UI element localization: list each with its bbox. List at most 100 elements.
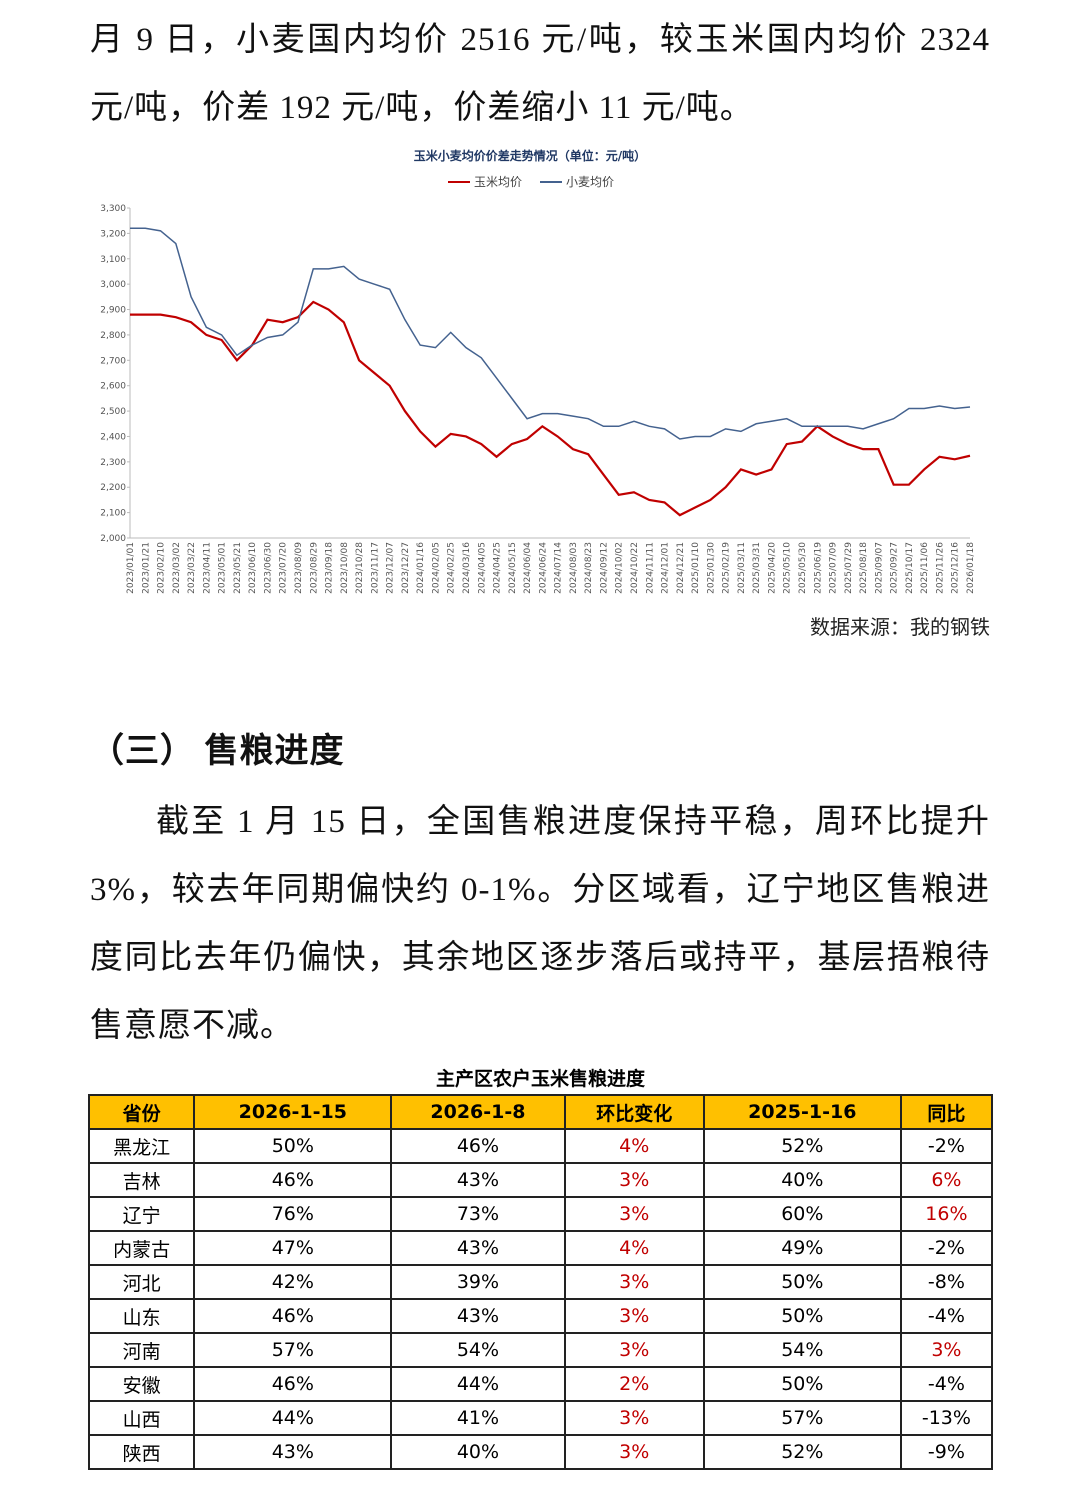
table-cell: -4% (899, 1298, 994, 1334)
table-cell: 43% (390, 1298, 566, 1334)
x-tick-label: 2025/02/19 (722, 542, 732, 594)
header-row: 省份 2026-1-15 2026-1-8 环比变化 2025-1-16 同比 (87, 1094, 994, 1130)
table-cell: 52% (702, 1128, 902, 1164)
x-tick-label: 2024/02/25 (447, 542, 457, 594)
table-cell: 3% (563, 1264, 705, 1300)
paragraph: 月 9 日，小麦国内均价 2516 元/吨，较玉米国内均价 2324 元/吨，价… (90, 22, 990, 126)
table-row: 内蒙古 47% 43% 4% 49% -2% (87, 1230, 994, 1266)
header-cell: 2025-1-16 (702, 1094, 902, 1130)
table-cell: 44% (390, 1366, 566, 1402)
y-tick-label: 2,300 (100, 458, 126, 468)
x-tick-label: 2023/10/28 (355, 542, 365, 594)
table-row: 河北 42% 39% 3% 50% -8% (87, 1264, 994, 1300)
table-cell: 3% (563, 1298, 705, 1334)
table-cell: -2% (899, 1128, 994, 1164)
table-cell: 76% (193, 1196, 393, 1232)
table: 省份 2026-1-15 2026-1-8 环比变化 2025-1-16 同比 黑龙江 50%… (87, 1094, 994, 1470)
table-cell: 43% (390, 1162, 566, 1198)
table-cell: 安徽 (87, 1366, 196, 1402)
x-tick-label: 2024/04/25 (493, 542, 503, 594)
table-cell: 河北 (87, 1264, 196, 1300)
y-tick-label: 2,100 (100, 509, 126, 519)
y-tick-label: 3,100 (100, 255, 126, 265)
x-tick-label: 2024/05/15 (508, 542, 518, 594)
x-tick-label: 2025/01/10 (691, 542, 701, 594)
x-tick-label: 2023/12/07 (386, 542, 396, 594)
header-cell: 2026-1-15 (193, 1094, 393, 1130)
table-row: 山西 44% 41% 3% 57% -13% (87, 1400, 994, 1436)
y-tick-label: 3,300 (100, 204, 126, 214)
table-cell: 50% (702, 1366, 902, 1402)
x-tick-label: 2025/11/06 (920, 542, 930, 594)
table-cell: 3% (563, 1162, 705, 1198)
x-tick-label: 2023/03/22 (187, 542, 197, 594)
x-tick-label: 2024/09/12 (599, 542, 609, 594)
header-cell: 2026-1-8 (390, 1094, 566, 1130)
table-cell: 3% (563, 1196, 705, 1232)
x-tick-label: 2023/09/18 (325, 542, 335, 594)
y-tick-label: 2,800 (100, 331, 126, 341)
table-cell: 47% (193, 1230, 393, 1266)
x-tick-label: 2023/02/10 (157, 542, 167, 594)
x-tick-label: 2024/03/16 (462, 542, 472, 594)
chart-title: 玉米小麦均价价差走势情况（单位：元/吨） (414, 148, 646, 163)
line-series (130, 300, 971, 517)
table-cell: 43% (390, 1230, 566, 1266)
x-tick-label: 2024/11/11 (645, 542, 655, 594)
x-tick-label: 2024/12/01 (661, 542, 671, 594)
table-row: 陕西 43% 40% 3% 52% -9% (87, 1434, 994, 1470)
table-row: 吉林 46% 43% 3% 40% 6% (87, 1162, 994, 1198)
table-cell: 山西 (87, 1400, 196, 1436)
x-tick-label: 2025/03/31 (752, 542, 762, 594)
table-cell: 50% (193, 1128, 393, 1164)
table-cell: 52% (702, 1434, 902, 1470)
x-tick-label: 2023/01/21 (141, 542, 151, 594)
table-cell: 50% (702, 1264, 902, 1300)
table-cell: 50% (702, 1298, 902, 1334)
table-cell: 3% (563, 1332, 705, 1368)
table-title: 主产区农户玉米售粮进度 (435, 1068, 645, 1090)
table-row: 河南 57% 54% 3% 54% 3% (87, 1332, 994, 1368)
table-cell: 49% (702, 1230, 902, 1266)
table-cell: 42% (193, 1264, 393, 1300)
y-tick-label: 2,700 (100, 356, 126, 366)
source: 数据来源：我的钢铁 (810, 615, 990, 639)
table-cell: 3% (563, 1434, 705, 1470)
x-tick-label: 2023/06/30 (263, 542, 273, 594)
legend-label: 小麦均价 (566, 175, 614, 189)
table-cell: 57% (193, 1332, 393, 1368)
table-cell: 辽宁 (87, 1196, 196, 1232)
x-tick-label: 2024/06/24 (538, 542, 548, 594)
table-cell: 内蒙古 (87, 1230, 196, 1266)
x-tick-label: 2024/07/14 (554, 542, 564, 594)
table-cell: 57% (702, 1400, 902, 1436)
table-row: 山东 46% 43% 3% 50% -4% (87, 1298, 994, 1334)
table-cell: -4% (899, 1366, 994, 1402)
x-tick-label: 2025/12/16 (951, 542, 961, 594)
paragraph: 截至 1 月 15 日，全国售粮进度保持平稳，周环比提升 3%，较去年同期偏快约… (90, 804, 990, 1044)
table-cell: 黑龙江 (87, 1128, 196, 1164)
legend-label: 玉米均价 (474, 175, 522, 189)
x-tick-label: 2025/03/11 (737, 542, 747, 594)
table-cell: 46% (193, 1162, 393, 1198)
table-cell: 39% (390, 1264, 566, 1300)
x-tick-label: 2025/10/17 (905, 542, 915, 594)
x-tick-label: 2023/06/10 (248, 542, 258, 594)
y-tick-label: 2,600 (100, 382, 126, 392)
header-cell: 同比 (899, 1094, 994, 1130)
table-cell: 43% (193, 1434, 393, 1470)
x-tick-label: 2023/04/11 (202, 542, 212, 594)
heading: （三） 售粮进度 (90, 733, 345, 770)
y-tick-label: 3,000 (100, 280, 126, 290)
x-tick-label: 2024/08/03 (569, 542, 579, 594)
x-tick-label: 2025/01/30 (706, 542, 716, 594)
x-tick-label: 2025/06/19 (813, 542, 823, 594)
y-tick-label: 2,400 (100, 432, 126, 442)
x-tick-label: 2025/04/20 (767, 542, 777, 594)
y-tick-label: 2,200 (100, 483, 126, 493)
chart: 玉米小麦均价价差走势情况（单位：元/吨） 数据来源：我的钢铁 2,000 2,10… (100, 148, 990, 639)
x-tick-label: 2023/01/01 (126, 542, 136, 594)
table-cell: 40% (702, 1162, 902, 1198)
x-tick-label: 2023/07/20 (279, 542, 289, 594)
x-tick-label: 2025/05/30 (798, 542, 808, 594)
